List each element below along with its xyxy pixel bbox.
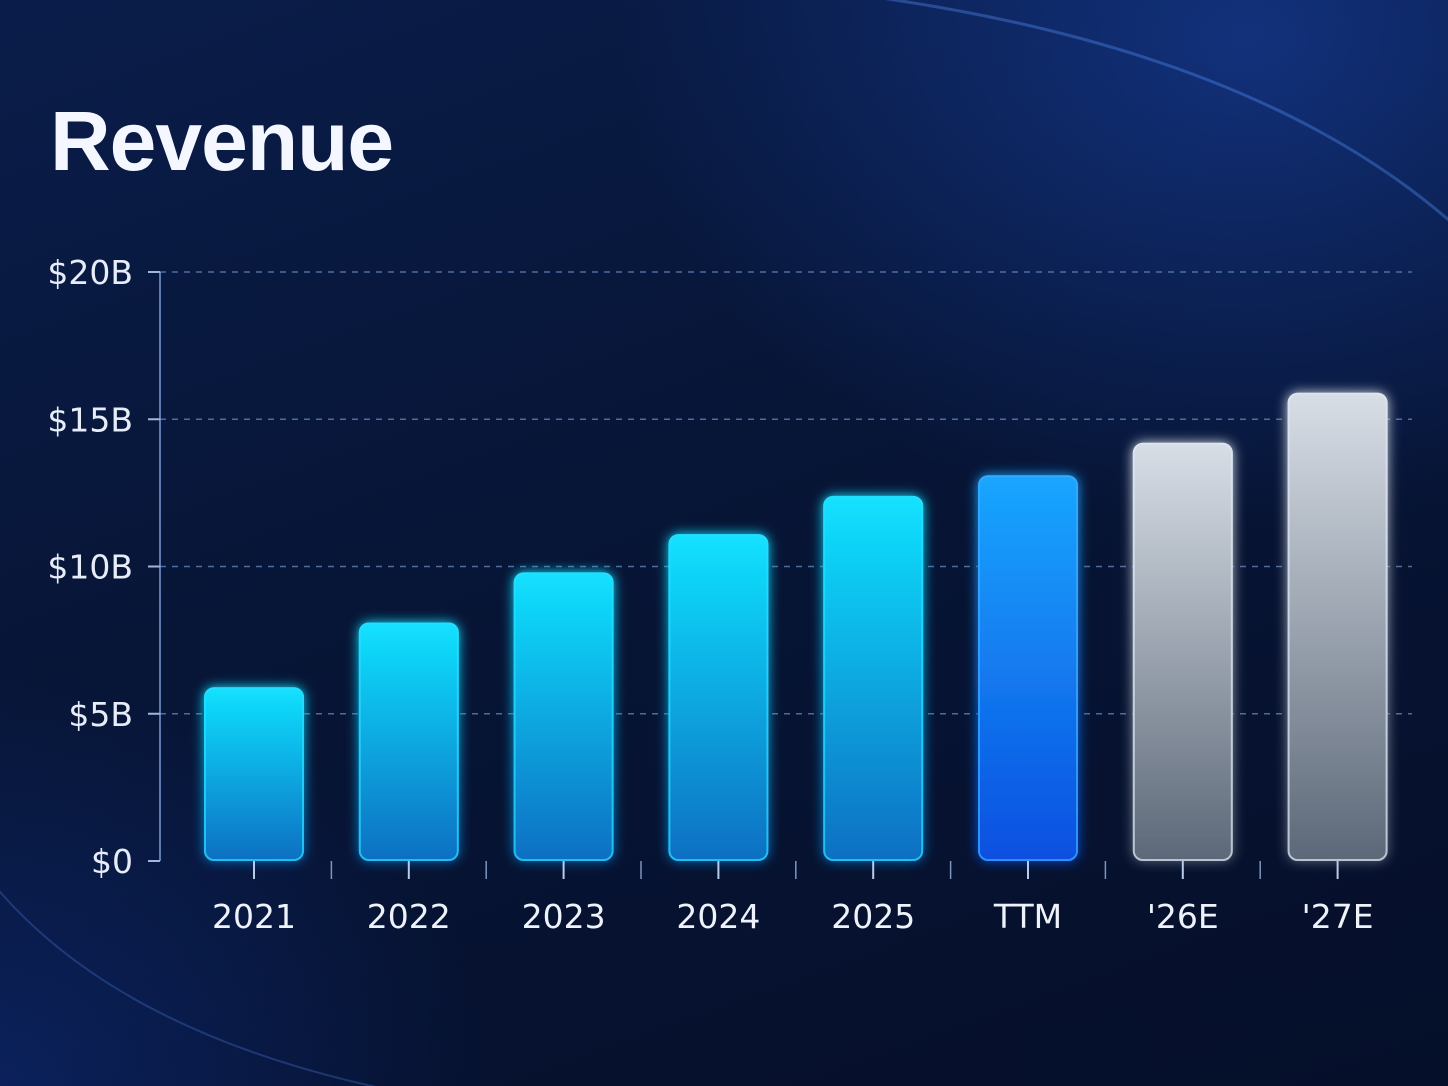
bar-group-2: [513, 572, 614, 861]
x-tick-label: '27E: [1302, 897, 1374, 936]
x-tick-label: 2021: [212, 897, 296, 936]
bar-2021: [204, 687, 304, 861]
bar-27e: [1287, 392, 1388, 861]
bar-26e: [1132, 442, 1233, 861]
axes: [146, 272, 1412, 879]
bar-group-1: [358, 622, 459, 862]
chart-title: Revenue: [50, 94, 393, 188]
bar-group-7: [1287, 392, 1388, 861]
x-tick-label: '26E: [1147, 897, 1219, 936]
x-tick-label: 2022: [367, 897, 451, 936]
y-tick-label: $5B: [68, 695, 133, 734]
bar-group-4: [823, 495, 924, 861]
y-tick-labels: $0 $5B $10B $15B $20B: [47, 253, 133, 881]
bars: [204, 392, 1388, 862]
x-tick-labels: 2021 2022 2023 2024 2025 TTM '26E '27E: [212, 897, 1374, 936]
decorative-arc-top: [884, 0, 1448, 222]
bar-ttm: [978, 475, 1078, 861]
bar-2022: [358, 622, 459, 861]
bar-group-6: [1132, 442, 1233, 861]
y-tick-label: $0: [91, 842, 133, 881]
bar-2023: [513, 572, 614, 861]
bar-2024: [668, 534, 769, 861]
bar-group-0: [204, 687, 304, 861]
y-tick-label: $15B: [47, 400, 133, 439]
y-tick-label: $10B: [47, 548, 133, 587]
x-tick-label: 2024: [676, 897, 760, 936]
bar-group-3: [668, 534, 769, 861]
decorative-arc-bottom: [0, 890, 377, 1086]
y-tick-label: $20B: [47, 253, 133, 292]
bar-2025: [823, 495, 924, 861]
x-tick-label: 2025: [831, 897, 915, 936]
x-tick-label: TTM: [993, 897, 1062, 936]
x-tick-label: 2023: [522, 897, 606, 936]
bar-group-5: [978, 475, 1078, 861]
